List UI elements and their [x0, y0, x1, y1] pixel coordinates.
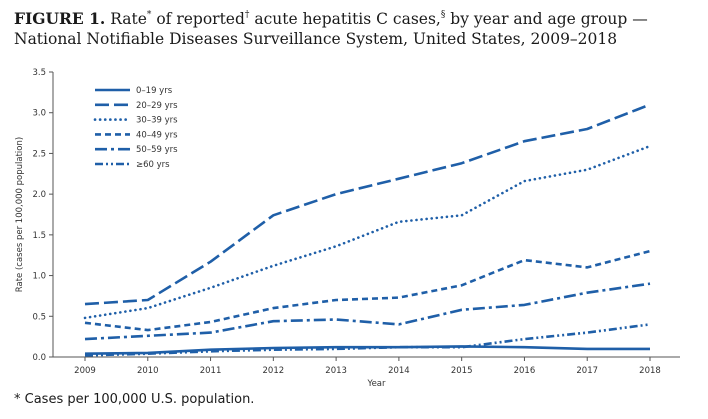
- y-tick-label: 3.0: [32, 109, 46, 119]
- y-axis-label: Rate (cases per 100,000 population): [15, 137, 25, 292]
- series-line-4: [84, 249, 651, 332]
- y-ticks: 0.0 0.5 1.0 1.5 2.0 2.5 3.0 3.5: [32, 68, 53, 363]
- chart-series: [83, 103, 652, 357]
- y-tick-label: 2.5: [32, 149, 46, 159]
- title-part-2: of reported: [151, 10, 245, 28]
- y-tick-label: 2.0: [32, 190, 46, 200]
- x-tick-label: 2011: [200, 366, 222, 376]
- x-tick-label: 2016: [514, 366, 536, 376]
- x-tick-label: 2017: [576, 366, 598, 376]
- x-ticks: 2009 2010 2011 2012 2013 2014 2015 2016 2017 2018: [74, 357, 661, 376]
- chart-axes: [52, 72, 680, 358]
- series-line-5: [84, 282, 651, 341]
- x-tick-label: 2015: [451, 366, 473, 376]
- chart-legend: 0–19 yrs 20–29 yrs 30–39 yrs 40–49 yrs 50–59…: [93, 86, 178, 170]
- title-part-4: by year and age group — National Notifia…: [14, 10, 648, 48]
- y-tick-label: 0.5: [32, 312, 46, 322]
- y-tick-label: 1.5: [32, 231, 46, 241]
- series-line-3: [83, 144, 652, 320]
- title-part-3: acute hepatitis C cases,: [249, 10, 441, 28]
- x-axis-label: Year: [367, 379, 387, 389]
- legend-entry: ≥60 yrs: [136, 160, 170, 170]
- line-chart: 0.0 0.5 1.0 1.5 2.0 2.5 3.0 3.5 2009 2010 2011 201…: [15, 68, 680, 389]
- y-tick-label: 0.0: [32, 353, 46, 363]
- x-tick-label: 2010: [137, 366, 159, 376]
- series-line-1: [84, 345, 650, 355]
- title-mark-1: *: [146, 9, 152, 20]
- y-tick-label: 1.0: [32, 272, 46, 282]
- legend-entry: 0–19 yrs: [136, 86, 173, 96]
- footnote: * Cases per 100,000 U.S. population.: [14, 392, 255, 407]
- legend-entry: 30–39 yrs: [136, 116, 178, 126]
- legend-entry: 40–49 yrs: [136, 130, 178, 140]
- series-line-2: [84, 103, 651, 306]
- figure-label: FIGURE 1.: [14, 9, 106, 28]
- x-tick-label: 2018: [639, 366, 661, 376]
- legend-entry: 20–29 yrs: [136, 101, 178, 111]
- x-tick-label: 2009: [74, 366, 96, 376]
- x-tick-label: 2012: [263, 366, 285, 376]
- title-mark-2: †: [244, 9, 250, 20]
- y-tick-label: 3.5: [32, 68, 46, 78]
- chart-title: FIGURE 1. Rate* of reported† acute hepat…: [14, 9, 704, 49]
- title-part-1: Rate: [105, 10, 147, 28]
- title-mark-3: §: [440, 9, 446, 20]
- x-tick-label: 2014: [388, 366, 410, 376]
- legend-entry: 50–59 yrs: [136, 145, 178, 155]
- x-tick-label: 2013: [325, 366, 347, 376]
